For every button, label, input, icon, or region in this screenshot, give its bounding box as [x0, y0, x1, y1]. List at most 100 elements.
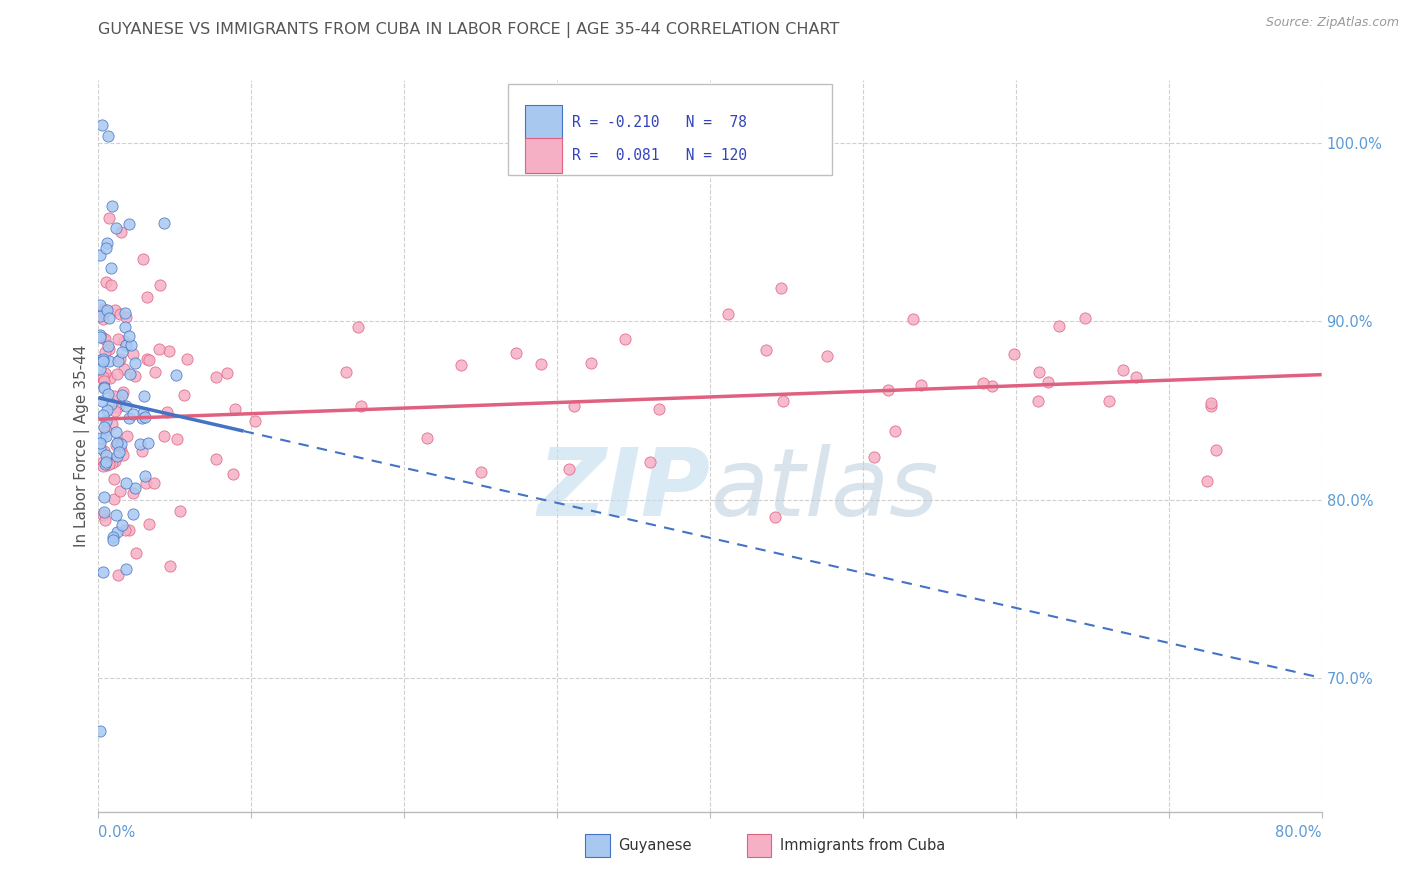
Point	[93, 444, 115, 458]
Point	[1074, 310, 1097, 325]
Point	[96, 403, 118, 417]
Point	[118, 217, 141, 231]
Point	[108, 484, 131, 499]
Point	[108, 351, 131, 366]
Point	[136, 290, 159, 304]
Point	[89, 353, 111, 368]
Text: Guyanese: Guyanese	[619, 838, 692, 853]
Point	[103, 389, 125, 403]
Point	[335, 365, 357, 379]
Point	[125, 546, 148, 560]
Point	[94, 513, 117, 527]
Point	[972, 376, 994, 390]
Point	[638, 454, 661, 468]
Point	[135, 476, 157, 491]
Point	[89, 442, 111, 456]
Point	[131, 406, 153, 420]
Point	[149, 278, 172, 293]
Point	[863, 450, 886, 464]
Point	[138, 517, 160, 532]
Point	[103, 530, 125, 544]
Point	[111, 518, 134, 533]
Point	[910, 377, 932, 392]
Point	[215, 366, 238, 380]
Point	[94, 414, 117, 428]
Point	[93, 381, 115, 395]
Point	[89, 724, 111, 739]
Point	[107, 332, 129, 346]
Text: atlas: atlas	[710, 444, 938, 535]
Point	[91, 508, 114, 522]
Point	[1026, 393, 1049, 408]
Point	[97, 311, 120, 326]
Point	[980, 379, 1002, 393]
Text: R =  0.081   N = 120: R = 0.081 N = 120	[572, 148, 747, 163]
Point	[97, 129, 120, 144]
Point	[124, 369, 146, 384]
Point	[224, 402, 246, 417]
Point	[97, 386, 120, 401]
Point	[204, 370, 226, 384]
Point	[558, 462, 581, 476]
Point	[96, 235, 118, 250]
Point	[165, 368, 187, 382]
Point	[114, 319, 136, 334]
Point	[1098, 393, 1121, 408]
Y-axis label: In Labor Force | Age 35-44: In Labor Force | Age 35-44	[75, 345, 90, 547]
Point	[416, 431, 439, 445]
Point	[115, 338, 138, 352]
Point	[769, 281, 792, 295]
Point	[103, 472, 125, 486]
Point	[122, 347, 145, 361]
Point	[129, 437, 152, 451]
Point	[1199, 399, 1222, 413]
Point	[901, 311, 924, 326]
Point	[112, 334, 135, 348]
Point	[136, 435, 159, 450]
Point	[110, 225, 132, 239]
Point	[104, 303, 127, 318]
Point	[107, 367, 129, 381]
Point	[648, 402, 671, 417]
Point	[94, 332, 117, 346]
Bar	[526, 105, 562, 140]
Point	[91, 352, 114, 367]
Point	[91, 302, 114, 317]
Point	[148, 342, 170, 356]
Point	[111, 448, 134, 462]
Point	[815, 349, 838, 363]
Point	[101, 533, 124, 547]
Point	[96, 429, 118, 443]
Point	[122, 486, 145, 500]
Point	[96, 423, 118, 437]
Point	[1028, 365, 1050, 379]
Point	[124, 481, 146, 495]
Point	[176, 351, 198, 366]
Point	[1205, 443, 1227, 458]
Point	[243, 414, 266, 428]
Point	[134, 410, 156, 425]
Point	[101, 457, 124, 471]
Bar	[747, 834, 772, 857]
Point	[755, 343, 778, 357]
Point	[136, 352, 159, 367]
Point	[91, 118, 114, 132]
Point	[94, 241, 117, 255]
Text: R = -0.210   N =  78: R = -0.210 N = 78	[572, 115, 747, 130]
Point	[153, 429, 176, 443]
Point	[89, 328, 111, 343]
Point	[105, 435, 128, 450]
Point	[104, 454, 127, 468]
Point	[157, 344, 180, 359]
Point	[159, 558, 181, 573]
Text: GUYANESE VS IMMIGRANTS FROM CUBA IN LABOR FORCE | AGE 35-44 CORRELATION CHART: GUYANESE VS IMMIGRANTS FROM CUBA IN LABO…	[98, 22, 839, 38]
Point	[120, 338, 142, 352]
Point	[1111, 363, 1133, 377]
FancyBboxPatch shape	[508, 84, 832, 176]
Point	[91, 459, 114, 474]
Point	[115, 429, 138, 443]
Point	[114, 310, 136, 325]
Point	[94, 457, 117, 471]
Point	[132, 252, 155, 267]
Point	[93, 565, 115, 579]
